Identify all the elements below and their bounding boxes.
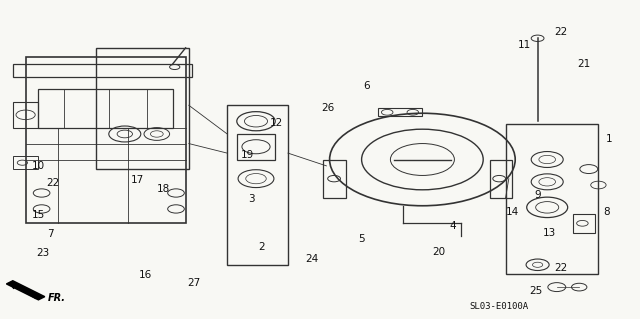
Text: 2: 2 — [258, 242, 264, 252]
Text: 13: 13 — [543, 228, 556, 238]
Bar — [38, 89, 173, 128]
Text: 27: 27 — [188, 278, 200, 288]
Text: 19: 19 — [241, 150, 254, 160]
Text: 6: 6 — [364, 81, 370, 91]
Text: FR.: FR. — [48, 293, 66, 303]
Text: 11: 11 — [518, 40, 531, 50]
Text: 17: 17 — [131, 175, 144, 185]
Text: 14: 14 — [506, 207, 518, 217]
Bar — [237, 134, 275, 160]
Bar — [573, 214, 595, 233]
Text: 1: 1 — [606, 134, 612, 144]
Text: 25: 25 — [530, 286, 543, 296]
Text: 3: 3 — [248, 194, 255, 204]
Bar — [13, 102, 38, 128]
Bar — [13, 156, 38, 169]
Text: 5: 5 — [358, 234, 365, 244]
Text: 16: 16 — [140, 270, 152, 280]
Text: 22: 22 — [47, 178, 60, 189]
Text: 21: 21 — [577, 59, 590, 69]
Text: 10: 10 — [32, 161, 45, 171]
Text: 8: 8 — [604, 207, 610, 217]
Bar — [378, 108, 422, 116]
Text: 7: 7 — [47, 229, 54, 240]
Text: 20: 20 — [433, 247, 445, 257]
Bar — [323, 160, 346, 198]
Bar — [96, 48, 189, 169]
Bar — [26, 57, 186, 223]
Text: 22: 22 — [555, 27, 568, 37]
Text: 12: 12 — [270, 118, 283, 128]
Bar — [506, 124, 598, 274]
Polygon shape — [6, 281, 45, 300]
Text: 18: 18 — [157, 184, 170, 194]
Text: 23: 23 — [36, 248, 49, 258]
Text: SL03-E0100A: SL03-E0100A — [470, 302, 529, 311]
Text: 24: 24 — [306, 254, 319, 264]
Text: 4: 4 — [450, 221, 456, 232]
Bar — [490, 160, 512, 198]
Text: 9: 9 — [534, 189, 541, 200]
Bar — [13, 64, 192, 77]
Text: 22: 22 — [554, 263, 567, 273]
Bar — [227, 105, 288, 265]
Text: 26: 26 — [322, 103, 335, 114]
Text: 15: 15 — [32, 210, 45, 220]
